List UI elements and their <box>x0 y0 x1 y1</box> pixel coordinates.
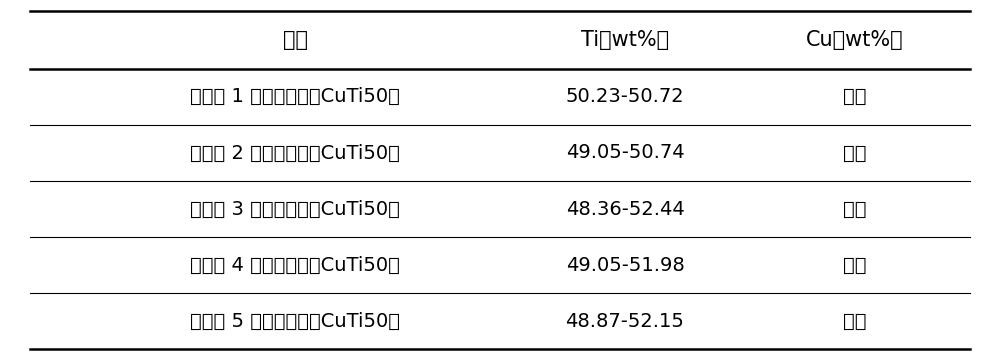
Text: 实施例 1 的中间合金（CuTi50）: 实施例 1 的中间合金（CuTi50） <box>190 87 400 106</box>
Text: 实施例 2 的中间合金（CuTi50）: 实施例 2 的中间合金（CuTi50） <box>190 143 400 163</box>
Text: 49.05-50.74: 49.05-50.74 <box>566 143 684 163</box>
Text: 余量: 余量 <box>843 87 867 106</box>
Text: 50.23-50.72: 50.23-50.72 <box>566 87 684 106</box>
Text: 实施例 5 的中间合金（CuTi50）: 实施例 5 的中间合金（CuTi50） <box>190 312 400 331</box>
Text: 49.05-51.98: 49.05-51.98 <box>566 256 684 275</box>
Text: 实施例 3 的中间合金（CuTi50）: 实施例 3 的中间合金（CuTi50） <box>190 199 400 219</box>
Text: 组别: 组别 <box>283 30 308 50</box>
Text: 余量: 余量 <box>843 143 867 163</box>
Text: 实施例 4 的中间合金（CuTi50）: 实施例 4 的中间合金（CuTi50） <box>190 256 400 275</box>
Text: Cu（wt%）: Cu（wt%） <box>806 30 904 50</box>
Text: 余量: 余量 <box>843 256 867 275</box>
Text: 余量: 余量 <box>843 312 867 331</box>
Text: 48.87-52.15: 48.87-52.15 <box>566 312 684 331</box>
Text: Ti（wt%）: Ti（wt%） <box>581 30 669 50</box>
Text: 余量: 余量 <box>843 199 867 219</box>
Text: 48.36-52.44: 48.36-52.44 <box>566 199 684 219</box>
